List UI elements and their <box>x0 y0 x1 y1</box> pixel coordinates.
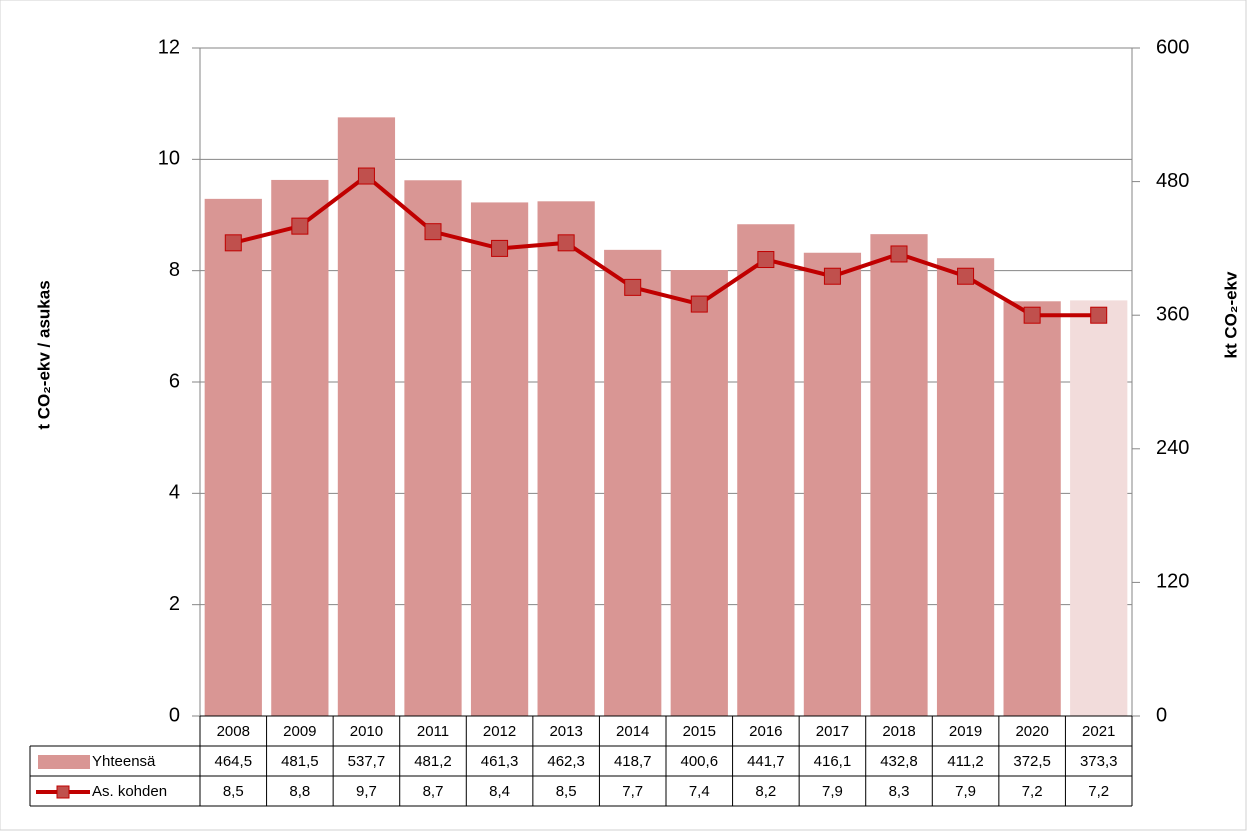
data-label: 537,7 <box>348 753 386 770</box>
y-axis-label: t CO₂-ekv / asukas <box>34 280 53 429</box>
data-label: 8,4 <box>489 783 510 800</box>
x-tick-label: 2016 <box>749 723 782 740</box>
marker <box>357 167 375 185</box>
y-tick-label: 8 <box>169 259 180 281</box>
data-label: 8,2 <box>755 783 776 800</box>
data-label: 416,1 <box>814 753 852 770</box>
data-label: 8,5 <box>556 783 577 800</box>
x-tick-label: 2019 <box>949 723 982 740</box>
y2-tick-label: 600 <box>1156 36 1189 58</box>
y-tick-label: 12 <box>158 36 180 58</box>
legend-swatch <box>38 755 90 769</box>
bar <box>337 117 396 717</box>
marker <box>557 234 575 252</box>
data-label: 400,6 <box>681 753 719 770</box>
marker <box>224 234 242 252</box>
data-label: 9,7 <box>356 783 377 800</box>
data-label: 8,7 <box>423 783 444 800</box>
data-label: 7,2 <box>1022 783 1043 800</box>
data-label: 464,5 <box>215 753 253 770</box>
marker <box>291 217 309 235</box>
marker <box>624 278 642 296</box>
bar <box>537 201 595 716</box>
x-tick-label: 2015 <box>683 723 716 740</box>
marker <box>690 295 708 313</box>
data-label: 8,5 <box>223 783 244 800</box>
x-tick-label: 2008 <box>217 723 250 740</box>
x-tick-label: 2017 <box>816 723 849 740</box>
x-tick-label: 2014 <box>616 723 649 740</box>
y2-tick-label: 480 <box>1156 170 1189 192</box>
marker <box>757 251 775 269</box>
x-tick-label: 2018 <box>882 723 915 740</box>
legend-label: Yhteensä <box>92 753 156 770</box>
data-label: 8,8 <box>289 783 310 800</box>
y-tick-label: 6 <box>169 370 180 392</box>
marker <box>890 245 908 263</box>
bar <box>204 198 262 716</box>
y-tick-label: 2 <box>169 593 180 615</box>
marker <box>1023 306 1041 324</box>
y2-tick-label: 360 <box>1156 303 1189 325</box>
x-tick-label: 2013 <box>549 723 582 740</box>
y-tick-label: 0 <box>169 704 180 726</box>
data-label: 481,5 <box>281 753 319 770</box>
y2-tick-label: 120 <box>1156 571 1189 593</box>
data-label: 432,8 <box>880 753 918 770</box>
bar <box>470 202 529 717</box>
line <box>232 173 1099 318</box>
x-tick-label: 2009 <box>283 723 316 740</box>
x-tick-label: 2011 <box>417 723 449 740</box>
data-label: 462,3 <box>547 753 585 770</box>
data-label: 7,2 <box>1088 783 1109 800</box>
bar <box>271 179 329 716</box>
bar <box>737 224 795 716</box>
y-tick-label: 10 <box>158 148 180 170</box>
marker <box>957 267 975 285</box>
bar <box>870 234 928 716</box>
data-label: 461,3 <box>481 753 519 770</box>
x-tick-label: 2020 <box>1015 723 1048 740</box>
marker <box>491 239 509 257</box>
marker <box>1090 306 1108 324</box>
bar <box>404 180 462 716</box>
bar <box>803 252 862 716</box>
data-label: 481,2 <box>414 753 452 770</box>
data-label: 411,2 <box>947 753 983 770</box>
bar <box>604 249 662 716</box>
legend-swatch <box>56 785 70 799</box>
bar <box>1070 300 1128 716</box>
marker <box>823 267 841 285</box>
data-label: 7,9 <box>955 783 976 800</box>
data-label: 418,7 <box>614 753 652 770</box>
y2-axis-label: kt CO₂-ekv <box>1221 271 1240 358</box>
bar <box>1003 301 1061 716</box>
x-tick-label: 2021 <box>1082 723 1115 740</box>
bar <box>670 269 728 716</box>
data-label: 7,7 <box>622 783 643 800</box>
data-label: 7,4 <box>689 783 710 800</box>
marker <box>424 223 442 241</box>
data-label: 8,3 <box>889 783 910 800</box>
data-label: 373,3 <box>1080 753 1118 770</box>
x-tick-label: 2010 <box>350 723 383 740</box>
y2-tick-label: 240 <box>1156 437 1189 459</box>
bar <box>936 258 995 716</box>
data-label: 441,7 <box>747 753 785 770</box>
y-tick-label: 4 <box>169 482 180 504</box>
legend-label: As. kohden <box>92 783 167 800</box>
data-label: 7,9 <box>822 783 843 800</box>
y2-tick-label: 0 <box>1156 704 1167 726</box>
x-tick-label: 2012 <box>483 723 516 740</box>
data-label: 372,5 <box>1013 753 1051 770</box>
